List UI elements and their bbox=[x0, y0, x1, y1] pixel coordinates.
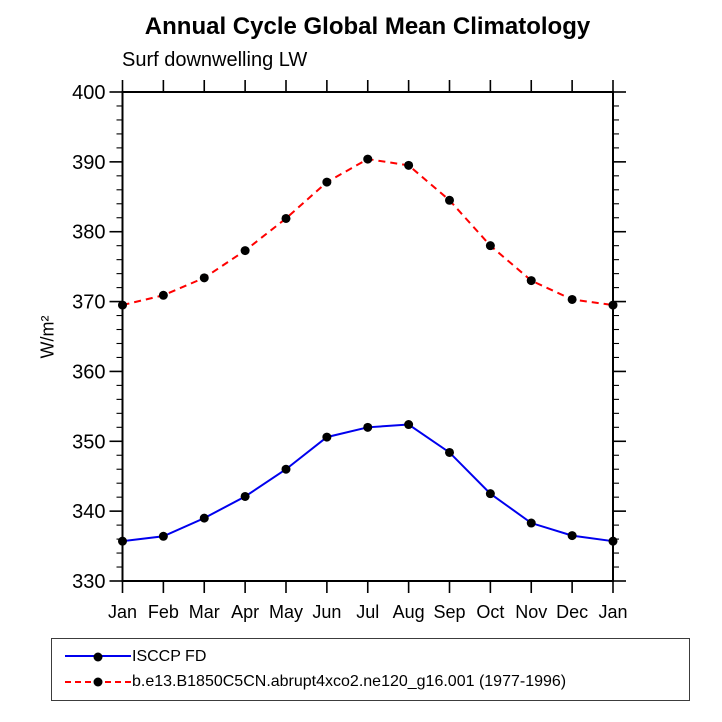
data-point-marker bbox=[567, 294, 577, 304]
legend-item-observation: ISCCP FD bbox=[65, 644, 689, 669]
series-1-line bbox=[122, 158, 614, 307]
data-point-marker bbox=[404, 160, 414, 170]
x-tick-label: Mar bbox=[189, 602, 220, 622]
data-point-marker bbox=[485, 241, 495, 251]
data-point-marker bbox=[322, 177, 332, 187]
data-point-marker bbox=[567, 531, 577, 541]
data-point-marker bbox=[404, 420, 414, 430]
x-tick-label: Oct bbox=[476, 602, 504, 622]
x-axis-ticks bbox=[121, 80, 614, 593]
chart-subtitle: Surf downwelling LW bbox=[122, 49, 308, 71]
data-point-marker bbox=[158, 531, 168, 541]
x-tick-label: Apr bbox=[231, 602, 259, 622]
y-tick-label: 380 bbox=[72, 222, 105, 244]
data-point-marker bbox=[445, 447, 454, 457]
data-point-marker bbox=[240, 491, 250, 501]
series-1-markers bbox=[118, 154, 618, 310]
y-axis-tick-labels: 330 340 350 360 370 380 390 400 bbox=[72, 82, 105, 593]
data-point-marker bbox=[240, 246, 250, 256]
x-tick-label: Jan bbox=[108, 602, 137, 622]
y-tick-label: 340 bbox=[72, 501, 105, 523]
data-point-marker bbox=[445, 195, 454, 205]
plot-frame bbox=[121, 91, 614, 582]
x-tick-label: Nov bbox=[515, 602, 547, 622]
x-tick-label: Sep bbox=[433, 602, 465, 622]
series-0-markers bbox=[118, 420, 618, 546]
y-tick-label: 370 bbox=[72, 292, 105, 314]
data-point-marker bbox=[526, 518, 536, 528]
y-tick-label: 350 bbox=[72, 431, 105, 453]
data-point-marker bbox=[608, 536, 618, 546]
x-tick-label: May bbox=[269, 602, 303, 622]
marker-dot-icon bbox=[93, 652, 103, 662]
legend-box: ISCCP FD b.e13.B1850C5CN.abrupt4xco2.ne1… bbox=[51, 638, 690, 701]
data-point-marker bbox=[485, 489, 495, 499]
data-point-marker bbox=[118, 536, 127, 546]
legend-sample-dashed-line-icon bbox=[65, 677, 131, 688]
y-tick-label: 400 bbox=[72, 82, 105, 104]
y-tick-label: 360 bbox=[72, 361, 105, 383]
y-tick-label: 330 bbox=[72, 571, 105, 593]
legend-label-observation: ISCCP FD bbox=[132, 647, 207, 665]
x-axis-tick-labels: Jan Feb Mar Apr May Jun Jul Aug Sep Oct Nov Dec Jan bbox=[108, 602, 628, 622]
series-0-line bbox=[122, 423, 614, 543]
x-tick-label: Dec bbox=[556, 602, 588, 622]
legend-sample-solid-line-icon bbox=[65, 651, 131, 662]
data-point-marker bbox=[158, 290, 168, 300]
data-point-marker bbox=[199, 273, 209, 283]
data-point-marker bbox=[281, 213, 291, 223]
x-tick-label: Jul bbox=[356, 602, 379, 622]
y-tick-label: 390 bbox=[72, 152, 105, 174]
data-point-marker bbox=[363, 422, 373, 432]
data-point-marker bbox=[118, 300, 127, 310]
legend-label-model: b.e13.B1850C5CN.abrupt4xco2.ne120_g16.00… bbox=[132, 673, 567, 691]
data-point-marker bbox=[281, 464, 291, 474]
legend-item-model: b.e13.B1850C5CN.abrupt4xco2.ne120_g16.00… bbox=[65, 670, 689, 695]
x-tick-label: Jun bbox=[312, 602, 341, 622]
marker-dot-icon bbox=[93, 677, 103, 687]
x-tick-label: Feb bbox=[148, 602, 179, 622]
data-point-marker bbox=[199, 513, 209, 523]
x-tick-label: Jan bbox=[598, 602, 627, 622]
y-axis-ticks bbox=[109, 91, 626, 582]
x-tick-label: Aug bbox=[393, 602, 425, 622]
data-point-marker bbox=[363, 154, 373, 164]
chart-title: Annual Cycle Global Mean Climatology bbox=[144, 13, 591, 40]
data-point-marker bbox=[608, 300, 618, 310]
data-point-marker bbox=[322, 432, 332, 442]
data-point-marker bbox=[526, 276, 536, 286]
